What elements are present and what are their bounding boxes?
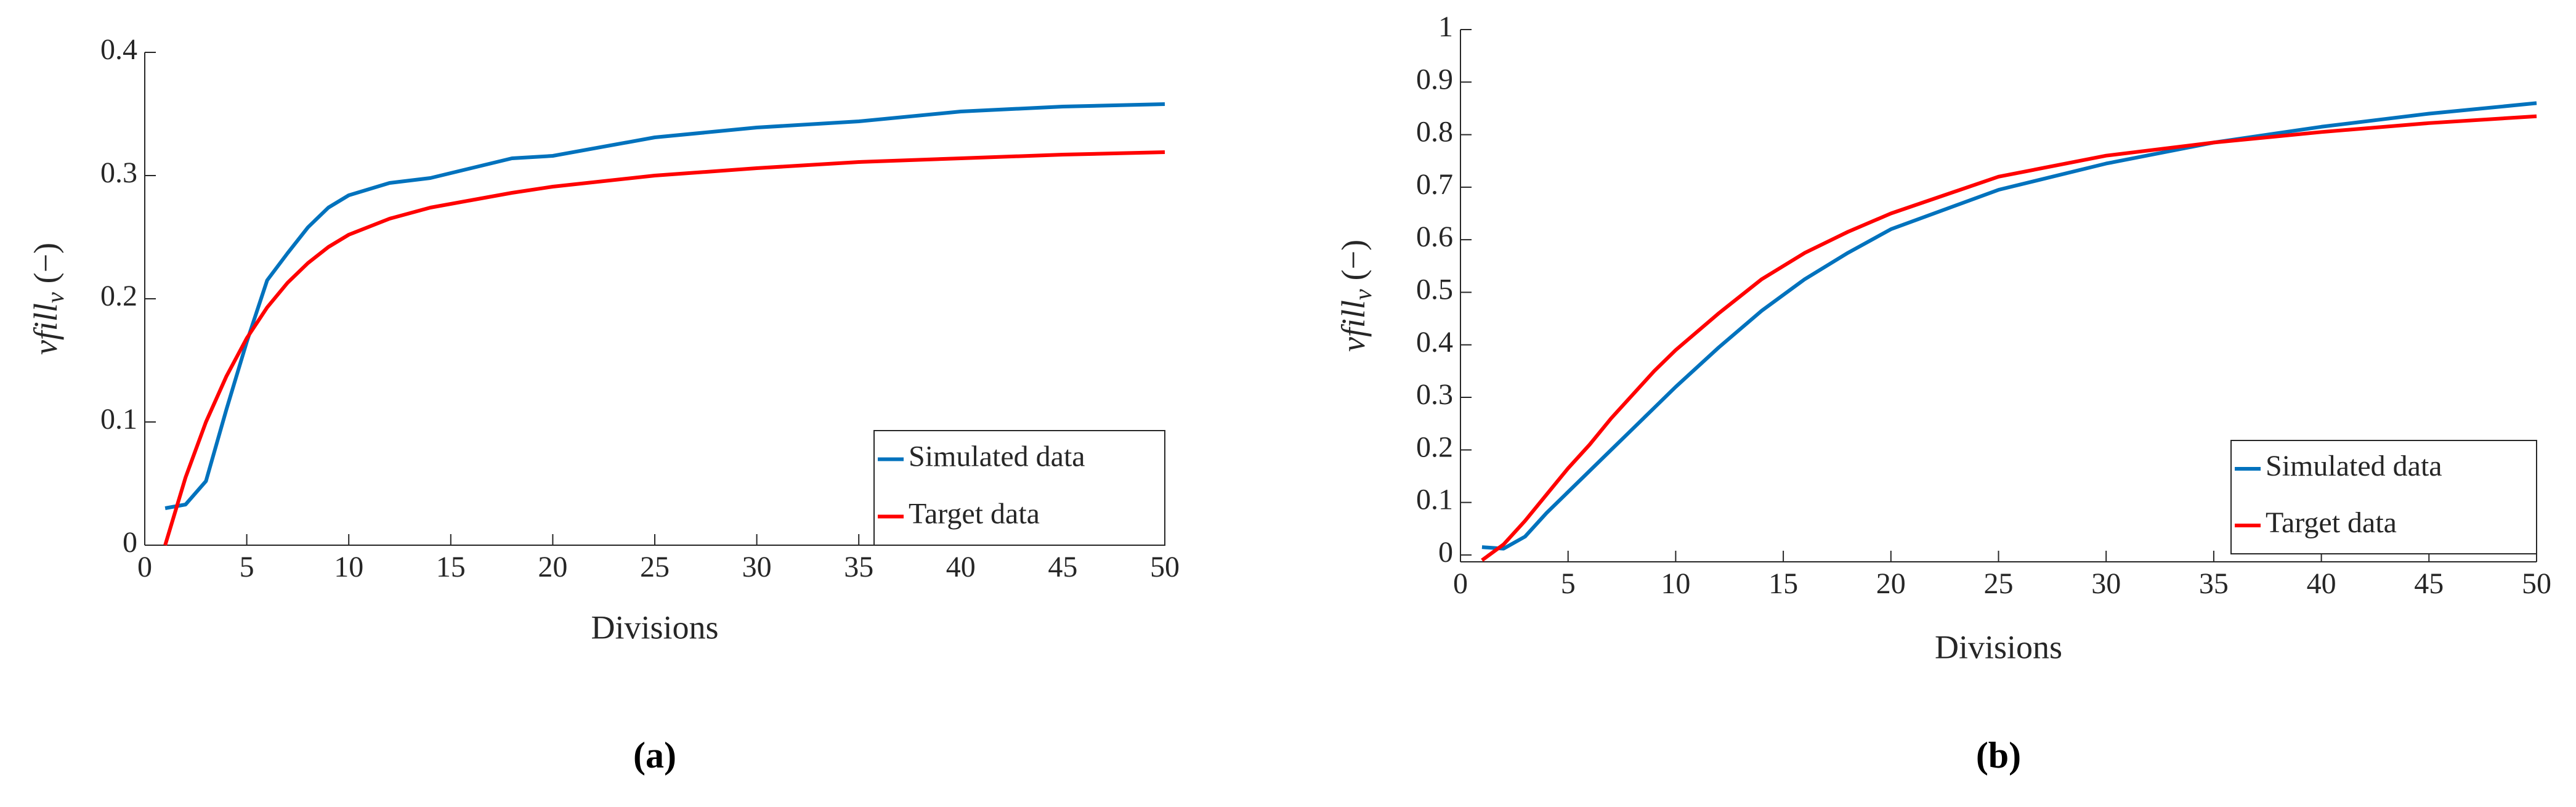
y-tick-label: 0 bbox=[123, 526, 137, 559]
legend-box bbox=[873, 430, 1165, 546]
x-axis-label: Divisions bbox=[591, 609, 718, 646]
legend-box bbox=[2230, 440, 2537, 554]
x-tick-label: 25 bbox=[1984, 567, 2014, 600]
y-tick-label: 0.2 bbox=[1416, 431, 1453, 463]
data-line bbox=[1481, 101, 2537, 551]
y-tick-label: 0.8 bbox=[1416, 116, 1453, 148]
data-line bbox=[1481, 114, 2537, 562]
y-label-unit: (−) bbox=[1335, 240, 1372, 280]
x-tick-label: 20 bbox=[538, 551, 567, 583]
x-tick-label: 10 bbox=[334, 551, 363, 583]
y-tick-label: 0.5 bbox=[1416, 273, 1453, 306]
y-tick-label: 0.2 bbox=[100, 280, 137, 312]
x-axis-label: Divisions bbox=[1935, 628, 2062, 665]
legend-label: Simulated data bbox=[909, 440, 1085, 473]
y-label-unit: (−) bbox=[27, 243, 64, 283]
data-line bbox=[164, 102, 1165, 510]
x-tick-label: 40 bbox=[2307, 567, 2336, 600]
x-tick-label: 0 bbox=[1453, 567, 1468, 600]
data-line bbox=[163, 150, 1165, 546]
y-tick-label: 0.1 bbox=[100, 403, 137, 436]
panel-label: (b) bbox=[1976, 735, 2021, 776]
y-label-subscript: v bbox=[1349, 289, 1377, 300]
legend-label: Target data bbox=[909, 498, 1040, 530]
x-tick-label: 10 bbox=[1661, 567, 1690, 600]
y-label-name: vfill bbox=[27, 303, 64, 355]
legend-label: Simulated data bbox=[2266, 450, 2442, 482]
y-tick-label: 1 bbox=[1438, 10, 1453, 43]
y-tick-label: 0 bbox=[1438, 536, 1453, 569]
x-tick-label: 15 bbox=[436, 551, 466, 583]
y-tick-label: 0.7 bbox=[1416, 168, 1453, 201]
panel-label: (a) bbox=[633, 735, 676, 776]
y-tick-label: 0.6 bbox=[1416, 221, 1453, 253]
x-tick-label: 30 bbox=[742, 551, 772, 583]
y-tick-label: 0.3 bbox=[100, 156, 137, 189]
y-label-subscript: v bbox=[41, 292, 69, 303]
x-tick-label: 25 bbox=[640, 551, 670, 583]
x-tick-label: 5 bbox=[240, 551, 254, 583]
x-tick-label: 0 bbox=[137, 551, 152, 583]
y-axis-label: vfillv (−) bbox=[27, 243, 69, 355]
x-tick-label: 45 bbox=[1048, 551, 1077, 583]
y-tick-label: 0.1 bbox=[1416, 484, 1453, 516]
x-tick-label: 40 bbox=[946, 551, 976, 583]
x-tick-label: 35 bbox=[844, 551, 873, 583]
y-tick-label: 0.4 bbox=[1416, 326, 1453, 359]
x-tick-label: 50 bbox=[1150, 551, 1180, 583]
y-tick-label: 0.3 bbox=[1416, 378, 1453, 411]
y-label-name: vfill bbox=[1335, 300, 1372, 352]
x-tick-label: 50 bbox=[2522, 567, 2551, 600]
x-tick-label: 45 bbox=[2414, 567, 2444, 600]
legend-label: Target data bbox=[2266, 506, 2397, 539]
x-tick-label: 30 bbox=[2091, 567, 2121, 600]
x-tick-label: 5 bbox=[1561, 567, 1576, 600]
x-tick-label: 15 bbox=[1768, 567, 1798, 600]
x-tick-label: 20 bbox=[1876, 567, 1906, 600]
y-tick-label: 0.4 bbox=[100, 33, 137, 66]
chart-panel: 00.10.20.30.40.50.60.70.80.910 5 10 15 20 25 3… bbox=[1335, 10, 2551, 776]
y-axis-label: vfillv (−) bbox=[1335, 240, 1377, 352]
chart-panel: 0 0.1 0.2 0.3 0.4 0 5 10 15 20 25 30 35 40 45 50 Divisio… bbox=[27, 33, 1180, 776]
y-tick-label: 0.9 bbox=[1416, 63, 1453, 95]
x-tick-label: 35 bbox=[2199, 567, 2229, 600]
